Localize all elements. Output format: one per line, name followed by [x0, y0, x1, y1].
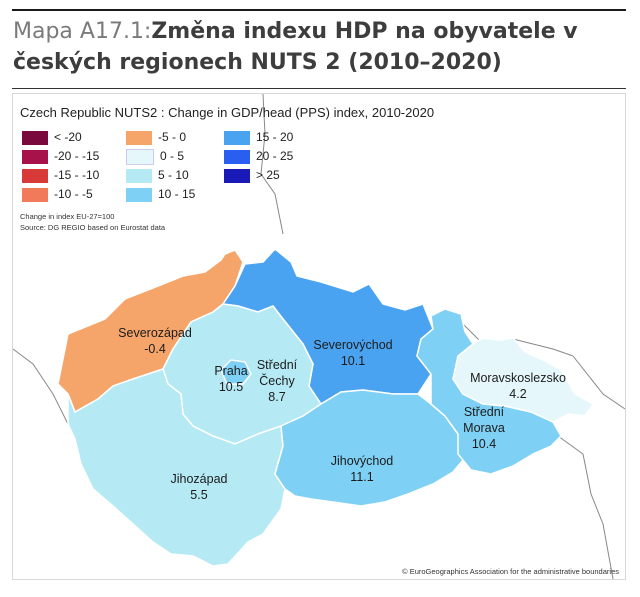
region-label-stredni-cechy: Střední Čechy 8.7	[256, 358, 298, 404]
border-line-north	[260, 94, 284, 235]
region-label-severozapad: Severozápad -0.4	[118, 326, 192, 356]
map-canvas	[13, 94, 625, 579]
top-rule	[12, 9, 626, 11]
legend-item: 5 - 10	[126, 168, 189, 184]
border-line-south	[557, 435, 614, 579]
figure-number: Mapa A17.1:	[13, 19, 152, 44]
legend-item: -10 - -5	[22, 187, 93, 203]
map-frame: Czech Republic NUTS2 : Change in GDP/hea…	[12, 93, 626, 580]
legend-label: > 25	[256, 168, 280, 182]
legend-item: 0 - 5	[126, 149, 184, 165]
heading-rule	[12, 88, 626, 89]
legend-label: -5 - 0	[158, 130, 187, 144]
legend-item: -15 - -10	[22, 168, 99, 184]
legend-item: < -20	[22, 130, 82, 146]
legend-swatch	[22, 149, 48, 164]
legend-item: 20 - 25	[224, 149, 293, 165]
legend-item: > 25	[224, 168, 280, 184]
legend-swatch	[126, 149, 154, 165]
legend-item: -5 - 0	[126, 130, 186, 146]
legend-swatch	[126, 130, 152, 145]
figure-title: Změna indexu HDP na obyvatele v českých …	[13, 19, 578, 75]
map-title: Czech Republic NUTS2 : Change in GDP/hea…	[20, 105, 435, 120]
legend-swatch	[224, 130, 250, 145]
legend-label: -15 - -10	[54, 168, 100, 182]
map-source: Source: DG REGIO based on Eurostat data	[20, 223, 166, 232]
legend-label: 15 - 20	[256, 130, 294, 144]
region-label-moravskoslezsko: Moravskoslezsko 4.2	[470, 371, 566, 401]
legend-item: 10 - 15	[126, 187, 195, 203]
legend-label: 10 - 15	[158, 187, 196, 201]
legend-swatch	[22, 130, 48, 145]
legend-swatch	[224, 168, 250, 183]
region-jihovychod[interactable]	[274, 389, 469, 507]
legend-item: -20 - -15	[22, 149, 99, 165]
region-label-stredni-morava: Střední Morava 10.4	[463, 405, 505, 451]
legend-label: 0 - 5	[160, 149, 185, 164]
region-label-jihovychod: Jihovýchod 11.1	[330, 454, 394, 484]
legend-swatch	[22, 168, 48, 183]
legend-label: 5 - 10	[158, 168, 189, 182]
legend-item: 15 - 20	[224, 130, 293, 146]
region-label-praha: Praha 10.5	[214, 364, 248, 394]
legend-swatch	[224, 149, 250, 164]
legend-label: -20 - -15	[54, 149, 100, 163]
legend-label: < -20	[54, 130, 82, 144]
map-copyright: © EuroGeographics Association for the ad…	[402, 567, 619, 576]
region-label-severovychod: Severovýchod 10.1	[313, 338, 393, 368]
map-legend: < -20 -20 - -15 -15 - -10 -10 - -5 -5 - …	[22, 130, 342, 210]
border-line-southeast	[572, 355, 625, 410]
region-praha[interactable]	[220, 359, 252, 385]
legend-swatch	[126, 187, 152, 202]
legend-label: -10 - -5	[54, 187, 93, 201]
legend-label: 20 - 25	[256, 149, 294, 163]
map-note: Change in index EU-27=100	[20, 212, 115, 221]
region-moravskoslezsko[interactable]	[452, 337, 595, 423]
border-line-west	[13, 348, 69, 425]
legend-swatch	[126, 168, 152, 183]
legend-swatch	[22, 187, 48, 202]
figure-heading: Mapa A17.1:Změna indexu HDP na obyvatele…	[13, 16, 625, 78]
region-label-jihozapad: Jihozápad 5.5	[170, 472, 228, 502]
